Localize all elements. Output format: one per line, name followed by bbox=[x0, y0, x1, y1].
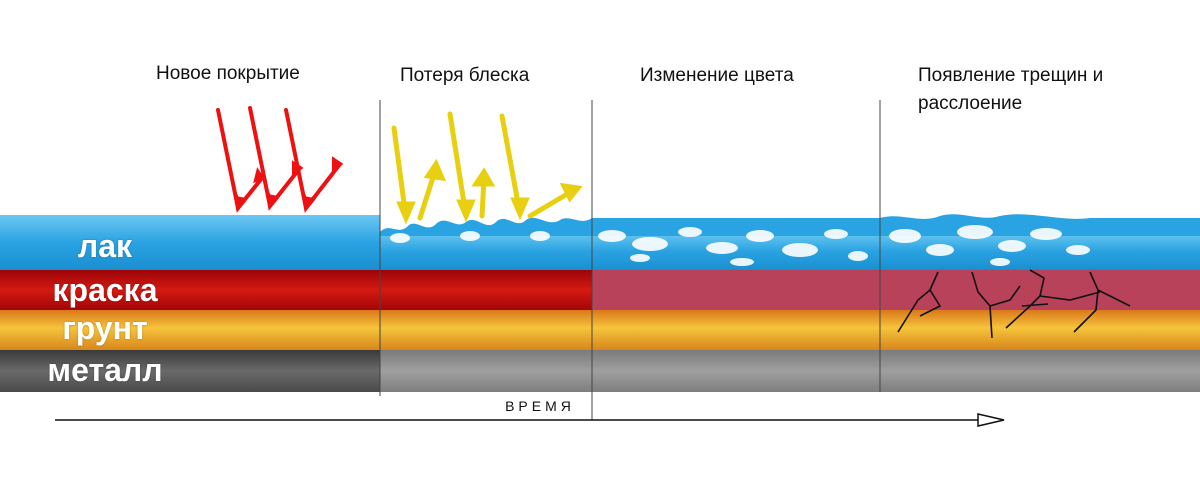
stage-title-color: Изменение цвета bbox=[640, 65, 794, 86]
stage-title-new: Новое покрытие bbox=[156, 63, 300, 84]
layer-label-primer: грунт bbox=[62, 310, 148, 346]
metal-layer-light bbox=[380, 350, 1200, 392]
crack-line bbox=[1021, 303, 1049, 307]
stage-dividers bbox=[379, 100, 881, 420]
time-axis bbox=[55, 413, 1005, 427]
paint-layer bbox=[0, 270, 592, 310]
paint-layer-faded bbox=[592, 270, 1200, 310]
layer-label-paint: краска bbox=[52, 272, 158, 308]
crack-lines bbox=[897, 269, 1131, 339]
primer-layer bbox=[0, 310, 1200, 350]
crack-line bbox=[1073, 271, 1099, 333]
metal-layer bbox=[0, 350, 380, 392]
red-light-arrows-icon bbox=[216, 106, 344, 213]
varnish-layer bbox=[0, 215, 380, 270]
crack-line bbox=[919, 289, 942, 317]
time-axis-label: ВРЕМЯ bbox=[505, 398, 575, 414]
layer-label-varnish: лак bbox=[77, 228, 133, 264]
stage-title-gloss: Потеря блеска bbox=[400, 65, 530, 86]
crack-line bbox=[897, 271, 939, 333]
varnish-roughness bbox=[380, 214, 1200, 266]
crack-line bbox=[1039, 291, 1101, 301]
yellow-light-arrows-icon bbox=[391, 111, 583, 225]
stage-title-cracks: Появление трещин и расслоение bbox=[918, 65, 1104, 114]
crack-line bbox=[971, 271, 993, 339]
right-arrow-icon bbox=[977, 413, 1005, 427]
crack-line bbox=[1097, 289, 1131, 307]
layer-stack bbox=[0, 215, 1200, 392]
crack-line bbox=[989, 285, 1021, 307]
layer-label-metal: металл bbox=[47, 352, 163, 388]
